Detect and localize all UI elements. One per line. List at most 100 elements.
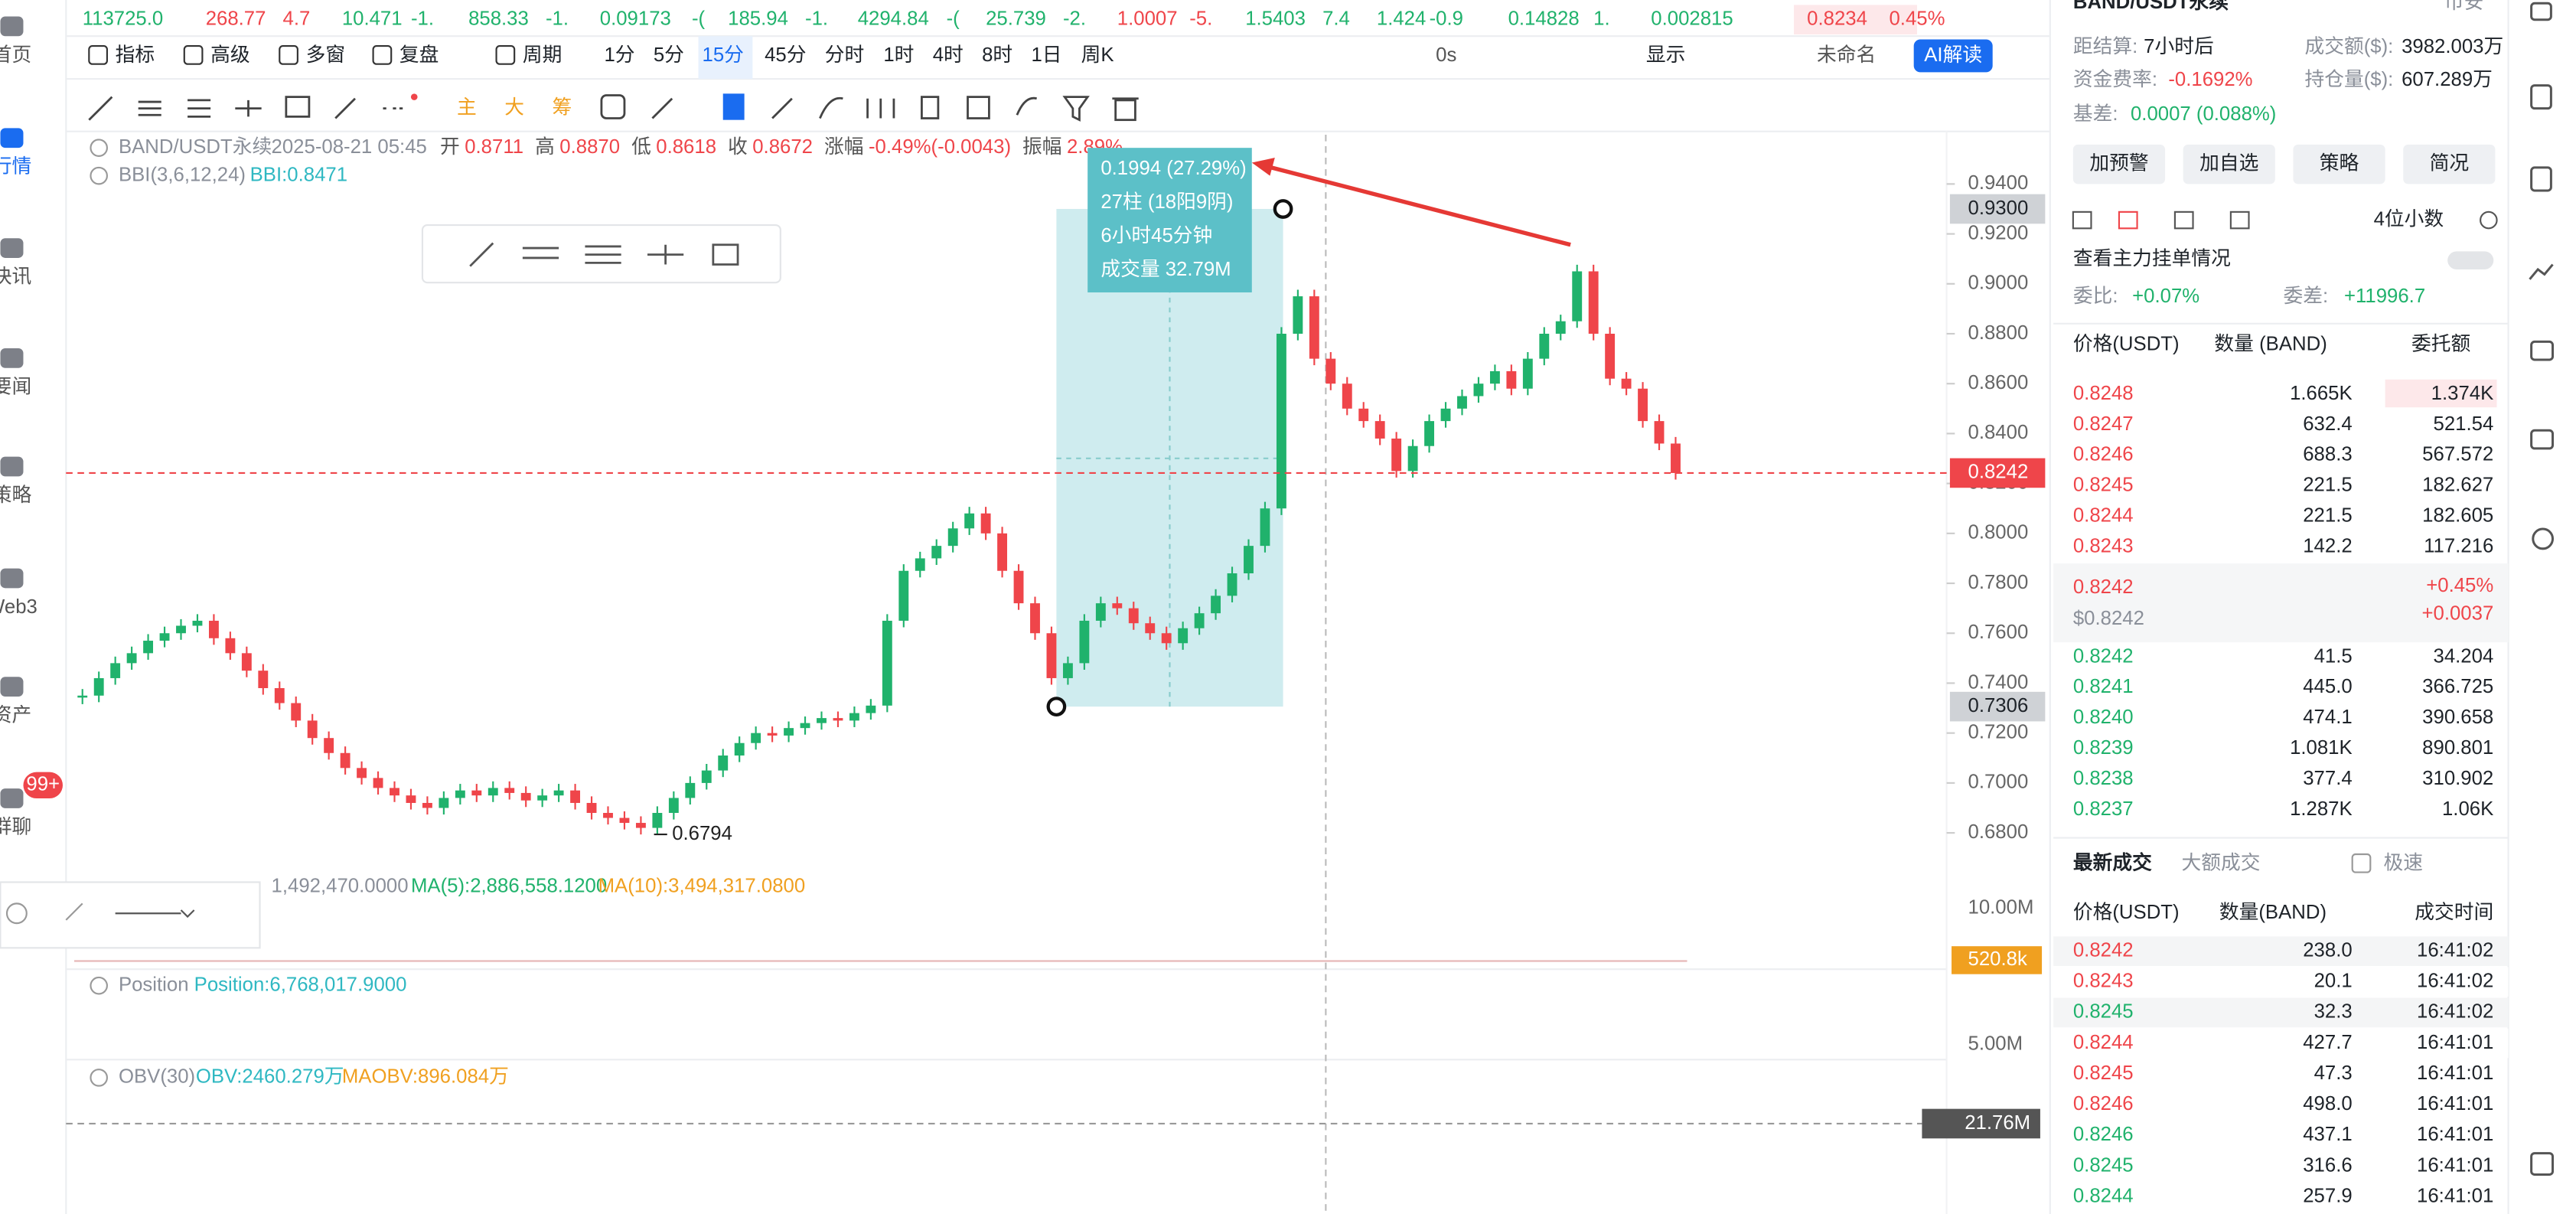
ticker-change: -0.9 [1430, 8, 1463, 30]
measure-tooltip [1087, 148, 1252, 293]
measure-handle [1046, 697, 1067, 716]
candle [1621, 378, 1632, 389]
ai-button-bg [1913, 39, 1993, 73]
trade-qty: 47.3 [2314, 1062, 2353, 1084]
ticker-price: 185.94 [728, 8, 788, 30]
book-price: 0.8241 [2073, 676, 2134, 697]
trade-tab[interactable]: 最新成交 [2073, 851, 2152, 874]
book-price: 0.8246 [2073, 444, 2134, 465]
fast-checkbox [2351, 853, 2372, 873]
candle [1293, 296, 1303, 334]
candle [487, 788, 498, 796]
measure-text: 27柱 (18阳9阴) [1101, 191, 1233, 213]
interval-button[interactable]: 1日 [1031, 44, 1061, 66]
layout-name[interactable]: 未命名 [1817, 44, 1876, 66]
nav-badge-bg [23, 772, 63, 799]
ohlc-value: -0.49%(-0.0043) [869, 136, 1011, 158]
collapse-icon [90, 1069, 108, 1087]
last-price: 0.8242 [2073, 576, 2134, 598]
nav-item: 策略 [0, 484, 31, 506]
candle [324, 738, 334, 753]
panel-button[interactable]: 加自选 [2199, 152, 2258, 174]
panel-button[interactable]: 加预警 [2089, 152, 2148, 174]
interval-button[interactable]: 15分 [703, 44, 744, 66]
nav-item: 行情 [0, 155, 31, 178]
interval-button[interactable]: 周K [1081, 44, 1114, 66]
panel-button[interactable]: 策略 [2320, 152, 2359, 174]
depth-link[interactable]: 查看主力挂单情况 [2073, 247, 2231, 269]
precision-select[interactable]: 4位小数 [2374, 207, 2444, 230]
interval-button[interactable]: 45分 [765, 44, 806, 66]
trade-row-bg [2053, 997, 2509, 1028]
interval-button[interactable]: 分时 [825, 44, 864, 66]
candle [1572, 271, 1583, 321]
trade-price: 0.8246 [2073, 1124, 2134, 1145]
toolbar-icon [372, 45, 393, 65]
candle [504, 788, 515, 793]
trend-arrow-head [1251, 158, 1275, 176]
obv-cursor-label: 21.76M [1965, 1112, 2030, 1134]
ai-button[interactable]: AI解读 [1924, 44, 1982, 66]
candle [1145, 623, 1156, 634]
candle [274, 687, 285, 703]
tool-button[interactable]: 主 [457, 96, 477, 118]
candle [767, 733, 778, 736]
ohlc-label: 高 [535, 135, 555, 158]
candle [77, 695, 88, 698]
interval-button[interactable]: 1分 [604, 44, 634, 66]
candle [1374, 421, 1385, 439]
candle [734, 742, 745, 756]
ticker-change: -5. [1189, 8, 1212, 30]
candle [751, 733, 761, 743]
y-tick-label: 0.8000 [1968, 522, 2029, 543]
ticker-highlight [1794, 5, 1917, 35]
book-header: 委托额 [2411, 332, 2470, 354]
candle [1211, 596, 1221, 614]
toolbar-icon [279, 45, 298, 65]
trade-qty: 20.1 [2314, 971, 2353, 992]
trade-tab[interactable]: 大额成交 [2182, 852, 2261, 874]
candle [93, 677, 104, 696]
candle [1062, 663, 1073, 678]
candle [898, 570, 909, 621]
candle [406, 795, 416, 803]
book-qty: 1.287K [2290, 798, 2353, 820]
interval-button[interactable]: 5分 [654, 44, 684, 66]
symbol: BAND/USDT永续 [119, 135, 272, 158]
candle [1178, 628, 1189, 644]
interval-button[interactable]: 8时 [982, 44, 1012, 66]
book-qty: 474.1 [2303, 707, 2352, 728]
panel-button[interactable]: 简况 [2430, 152, 2470, 174]
ticker-price: 1.0007 [1117, 8, 1178, 30]
current-price-tag [1949, 458, 2046, 488]
toolbar-icon [495, 45, 516, 65]
candle [192, 620, 203, 626]
interval-button[interactable]: 4时 [933, 44, 964, 66]
candle [1128, 608, 1139, 624]
trade-price: 0.8242 [2073, 939, 2134, 961]
candle [668, 798, 679, 814]
tool-button[interactable]: 大 [504, 96, 524, 118]
y-tick-label: 0.9000 [1968, 272, 2029, 294]
position-axis: 5.00M [1968, 1033, 2023, 1055]
ticker-price: 268.77 [206, 8, 266, 30]
toolbar-item: 指标 [116, 44, 155, 66]
display-button[interactable]: 显示 [1646, 44, 1686, 66]
candle [817, 718, 827, 723]
candle [340, 752, 351, 769]
candle [1671, 443, 1681, 473]
interval-button[interactable]: 1时 [883, 44, 914, 66]
candle [1030, 603, 1040, 634]
low-price-label: 0.7306 [1968, 695, 2029, 716]
candle [652, 813, 663, 828]
nav-icon [0, 348, 24, 368]
panel-button-bg [2403, 144, 2496, 184]
tool-button[interactable]: 筹 [553, 96, 572, 118]
panel-button-bg [2183, 144, 2275, 184]
candle [964, 513, 975, 529]
volume-tag [1952, 946, 2043, 974]
book-amount: 366.725 [2422, 676, 2493, 697]
